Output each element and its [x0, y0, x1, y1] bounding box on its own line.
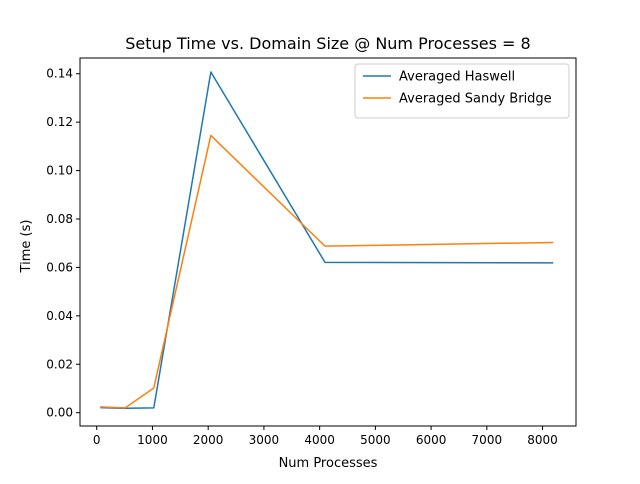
legend-frame: [354, 63, 570, 119]
x-tick-label: 2000: [193, 433, 224, 447]
series-line-1: [100, 134, 554, 409]
y-tick-label: 0.14: [46, 67, 73, 81]
y-tick-label: 0.08: [46, 212, 73, 226]
plot-area-frame: [79, 57, 577, 427]
y-axis-ticks: 0.00 0.02 0.04 0.06 0.08 0.10 0.12 0.14: [46, 67, 80, 420]
legend-label: Averaged Haswell: [399, 70, 515, 85]
x-tick-label: 3000: [249, 433, 280, 447]
y-tick-label: 0.06: [46, 260, 73, 274]
x-tick-label: 6000: [416, 433, 447, 447]
x-tick-label: 0: [93, 433, 101, 447]
chart-title: Setup Time vs. Domain Size @ Num Process…: [125, 34, 530, 53]
series-layer: [100, 71, 554, 410]
x-tick-label: 1000: [137, 433, 168, 447]
legend-label: Averaged Sandy Bridge: [399, 92, 552, 107]
x-tick-label: 8000: [527, 433, 558, 447]
y-tick-label: 0.02: [46, 357, 73, 371]
legend: Averaged Haswell Averaged Sandy Bridge: [354, 63, 570, 119]
x-tick-label: 5000: [360, 433, 391, 447]
y-axis-label: Time (s): [19, 220, 34, 274]
y-tick-label: 0.00: [46, 406, 73, 420]
x-axis-ticks: 0 1000 2000 3000 4000 5000 6000 7000 8000: [93, 426, 558, 447]
x-tick-label: 7000: [472, 433, 503, 447]
x-tick-label: 4000: [304, 433, 335, 447]
y-tick-label: 0.04: [46, 309, 73, 323]
y-tick-label: 0.12: [46, 115, 73, 129]
y-tick-label: 0.10: [46, 164, 73, 178]
x-axis-label: Num Processes: [279, 456, 378, 471]
